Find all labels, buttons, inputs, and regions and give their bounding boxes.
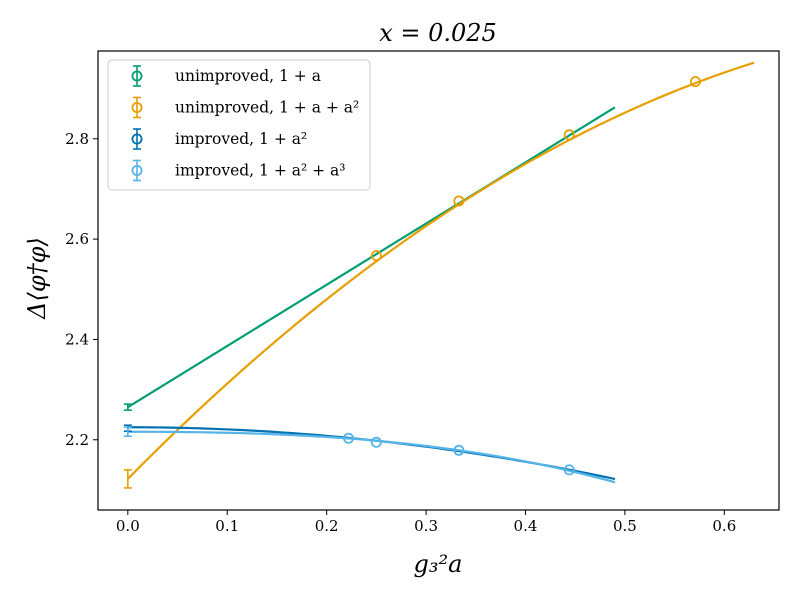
x-tick-label: 0.1 [215, 517, 239, 535]
legend-label: improved, 1 + a² + a³ [175, 162, 345, 180]
x-axis-ticks: 0.0 0.1 0.2 0.3 0.4 0.5 0.6 [116, 510, 736, 535]
y-tick-label: 2.2 [65, 431, 89, 449]
fit-line-unimproved-1-a-a [127, 61, 755, 480]
data-point-improved-1-a-a [453, 444, 465, 456]
chart-title: x = 0.025 [379, 19, 497, 47]
data-point-unimproved-1-a-a [689, 76, 701, 88]
y-axis-ticks: 2.2 2.4 2.6 2.8 [65, 130, 98, 449]
data-point-improved-1-a-a [370, 436, 382, 448]
fit-line-improved-1-a-a [127, 430, 616, 484]
extrapolated-point-unimproved-1-a [123, 403, 132, 411]
legend-label: unimproved, 1 + a + a² [175, 99, 359, 117]
plot-frame [97, 50, 780, 511]
y-tick-label: 2.8 [65, 130, 89, 148]
y-tick-label: 2.4 [65, 330, 89, 348]
x-tick-label: 0.2 [315, 517, 339, 535]
x-tick-label: 0.0 [116, 517, 140, 535]
data-point-unimproved-1-a-a [563, 129, 575, 141]
y-axis-label: Δ⟨φ†φ⟩ [23, 237, 51, 320]
data-point-improved-1-a-a [563, 464, 575, 476]
data-point-improved-1-a-a [343, 432, 355, 444]
x-tick-label: 0.4 [514, 517, 538, 535]
x-tick-label: 0.6 [712, 517, 736, 535]
legend-label: unimproved, 1 + a [175, 67, 321, 85]
y-tick-label: 2.6 [65, 230, 89, 248]
data-point-unimproved-1-a-a [453, 195, 465, 207]
legend: unimproved, 1 + a unimproved, 1 + a + a² i… [107, 59, 371, 191]
legend-item-improved-1-a-a: improved, 1 + a² + a³ [131, 159, 345, 182]
legend-item-unimproved-1-a-a: unimproved, 1 + a + a² [131, 96, 359, 119]
legend-box [107, 59, 371, 191]
x-axis-label: g₃²a [414, 550, 463, 578]
x-tick-label: 0.5 [613, 517, 637, 535]
extrapolated-point-unimproved-1-a-a [123, 469, 132, 489]
extrapolated-point-improved-1-a-a [123, 426, 132, 438]
fit-line-improved-1-a [127, 426, 616, 481]
legend-label: improved, 1 + a² [175, 130, 307, 148]
data-points [123, 76, 701, 489]
legend-item-improved-1-a: improved, 1 + a² [131, 128, 307, 150]
legend-item-unimproved-1-a: unimproved, 1 + a [131, 65, 321, 87]
x-tick-label: 0.3 [414, 517, 438, 535]
data-point-unimproved-1-a-a [370, 250, 382, 262]
